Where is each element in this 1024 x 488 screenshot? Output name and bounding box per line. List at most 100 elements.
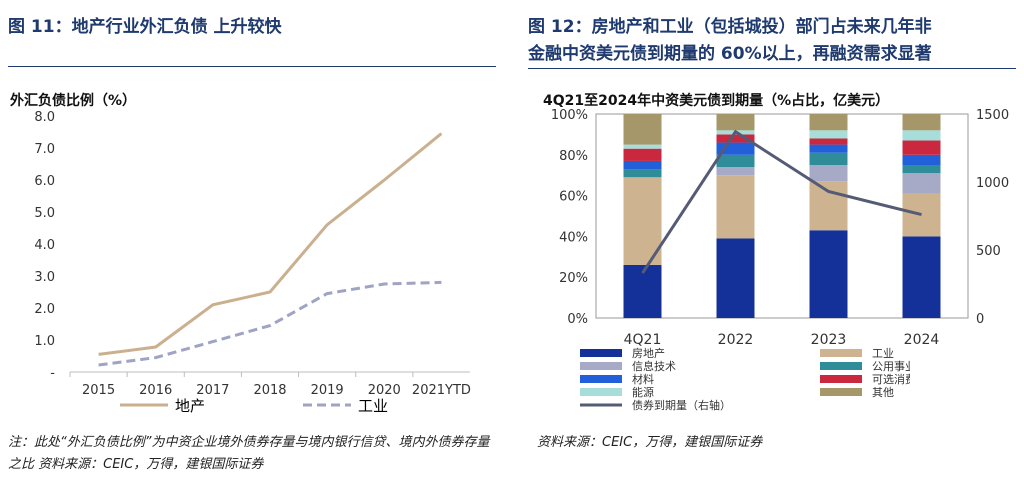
legend-swatch — [820, 375, 862, 383]
left-figure-title: 图 11：地产行业外汇负债 上升较快 — [8, 17, 282, 37]
legend-swatch — [820, 349, 862, 357]
legend-swatch — [580, 349, 622, 357]
x-tick-label: 2015 — [82, 383, 115, 398]
legend-label-property: 地产 — [175, 397, 205, 415]
bar-segment — [623, 144, 662, 149]
y-tick-label: 3.0 — [34, 270, 55, 285]
x-tick-label: 2022 — [718, 332, 754, 348]
bar-segment — [809, 165, 848, 182]
y2-tick-label: 0 — [976, 312, 984, 327]
legend-label: 债券到期量（右轴） — [632, 398, 731, 412]
bar-segment — [902, 165, 941, 174]
bar-segment — [902, 140, 941, 155]
right-right-axis-ticks: 0 500 1000 1500 — [976, 108, 1009, 327]
bar-segment — [809, 138, 848, 145]
legend-swatch — [580, 388, 622, 396]
x-tick-label: 2021YTD — [412, 383, 471, 398]
legend-label: 公用事业 — [872, 360, 910, 373]
left-footnote: 注：此处“外汇负债比例”为中资企业境外债券存量与境内银行信贷、境内外债券存量之比… — [8, 435, 490, 472]
bar-segment — [809, 130, 848, 139]
bar-segment — [716, 134, 755, 143]
x-tick-label: 2016 — [139, 383, 172, 398]
right-x-axis-ticks: 4Q21 2022 2023 2024 — [624, 332, 940, 348]
right-footnote: 资料来源：CEIC，万得，建银国际证券 — [537, 435, 763, 450]
legend-label: 信息技术 — [632, 359, 676, 373]
bar-segment — [809, 144, 848, 153]
y-tick-label: 6.0 — [34, 174, 55, 189]
bar-segment — [809, 152, 848, 165]
x-tick-label: 2020 — [368, 383, 401, 398]
legend-label: 能源 — [632, 385, 654, 399]
bar-segment — [623, 169, 662, 178]
bar-segment — [716, 154, 755, 168]
x-tick-label: 2018 — [253, 383, 286, 398]
legend-label: 工业 — [872, 347, 894, 360]
y-tick-label: 8.0 — [34, 110, 55, 125]
y-tick-label: 0% — [567, 312, 588, 327]
legend-swatch — [580, 362, 622, 370]
right-bars — [623, 114, 941, 318]
legend-label-industry: 工业 — [358, 397, 388, 415]
y-tick-label: 20% — [559, 271, 588, 286]
y-tick-label: - — [50, 366, 55, 381]
legend-label: 房地产 — [632, 346, 665, 360]
right-plot-frame — [595, 113, 969, 319]
legend-label: 材料 — [632, 372, 654, 386]
y-tick-label: 100% — [551, 108, 588, 123]
bar-segment — [623, 114, 662, 145]
y2-tick-label: 1000 — [976, 176, 1009, 191]
left-chart-title: 外汇负债比例（%） — [10, 93, 137, 109]
bar-segment — [809, 181, 848, 231]
bar-segment — [623, 160, 662, 170]
bar-segment — [716, 175, 755, 239]
x-tick-label: 2017 — [196, 383, 229, 398]
bar-segment — [902, 154, 941, 165]
bar-segment — [623, 264, 662, 318]
bar-segment — [902, 130, 941, 141]
y-tick-label: 5.0 — [34, 206, 55, 221]
legend-label: 可选消费 — [872, 372, 910, 386]
legend-swatch — [580, 375, 622, 383]
right-left-axis-ticks: 0% 20% 40% 60% 80% 100% — [551, 108, 588, 327]
right-figure-title-line1: 图 12：房地产和工业（包括城投）部门占未来几年非 — [528, 17, 932, 37]
bar-segment — [809, 114, 848, 131]
y-tick-label: 80% — [559, 149, 588, 164]
y-tick-label: 1.0 — [34, 334, 55, 349]
bar-segment — [902, 193, 941, 237]
series-line-property — [98, 132, 443, 356]
bar-segment — [623, 177, 662, 265]
y-tick-label: 60% — [559, 190, 588, 205]
y-tick-label: 2.0 — [34, 302, 55, 317]
series-line-industry — [98, 280, 442, 367]
right-title-rule — [528, 68, 1016, 69]
legend-label: 其他 — [872, 386, 894, 399]
y-tick-label: 7.0 — [34, 142, 55, 157]
bar-segment — [716, 114, 755, 131]
bar-segment — [716, 167, 755, 176]
bar-segment — [623, 148, 662, 161]
y2-tick-label: 1500 — [976, 108, 1009, 123]
bar-segment — [716, 238, 755, 318]
left-legend: 地产 工业 — [120, 397, 388, 415]
right-figure-title-line2: 金融中资美元债到期量的 60%以上，再融资需求显著 — [528, 44, 932, 64]
right-stacked-bar-chart: 0% 20% 40% 60% 80% 100% 0 500 1000 1500 4Q21 2022… — [551, 108, 1009, 348]
maturity-line — [641, 129, 922, 274]
legend-swatch — [820, 362, 862, 370]
left-title-rule — [8, 66, 496, 67]
bar-segment — [902, 236, 941, 318]
bar-segment — [809, 230, 848, 318]
bar-segment — [902, 114, 941, 131]
x-tick-label: 4Q21 — [624, 332, 662, 348]
y-tick-label: 40% — [559, 230, 588, 245]
right-chart-title: 4Q21至2024年中资美元债到期量（%占比，亿美元） — [543, 93, 890, 109]
left-y-axis-ticks: - 1.0 2.0 3.0 4.0 5.0 6.0 7.0 8.0 — [34, 110, 55, 381]
y-tick-label: 4.0 — [34, 238, 55, 253]
legend-swatch — [820, 388, 862, 396]
x-tick-label: 2019 — [311, 383, 344, 398]
bar-segment — [902, 173, 941, 194]
x-tick-label: 2023 — [811, 332, 847, 348]
left-x-axis-ticks: 2015 2016 2017 2018 2019 2020 2021YTD — [69, 372, 471, 398]
y2-tick-label: 500 — [976, 244, 1001, 259]
left-line-chart: -1.02.03.04.05.06.07.08.0 2015 2016 2017 20… — [34, 110, 471, 415]
